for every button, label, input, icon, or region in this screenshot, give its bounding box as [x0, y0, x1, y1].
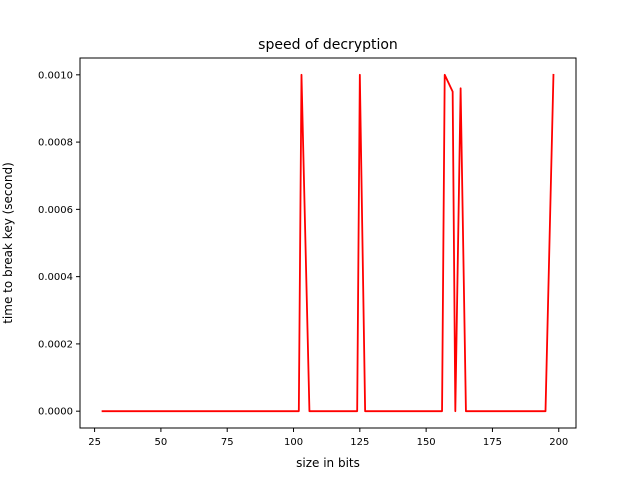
- x-tick-label: 100: [284, 437, 303, 448]
- x-tick-label: 75: [221, 437, 234, 448]
- x-tick-label: 125: [350, 437, 369, 448]
- x-tick-label: 50: [155, 437, 168, 448]
- series-line-0: [101, 73, 555, 413]
- y-tick-label: 0.0000: [38, 407, 73, 418]
- x-tick-label: 200: [549, 437, 568, 448]
- y-tick-label: 0.0006: [38, 205, 73, 216]
- x-axis-label: size in bits: [296, 456, 360, 470]
- y-tick-label: 0.0004: [38, 272, 73, 283]
- x-tick-label: 150: [417, 437, 436, 448]
- y-axis-label: time to break key (second): [1, 162, 15, 324]
- x-axis-ticks: 25 50 75 100 125 150 175 200: [88, 428, 568, 448]
- series-layer: [101, 73, 555, 413]
- plot-area: [80, 58, 576, 428]
- y-axis-ticks: 0.0000 0.0002 0.0004 0.0006 0.0008 0.0010: [38, 70, 80, 418]
- plot-frame: [79, 57, 577, 429]
- chart-title: speed of decryption: [258, 37, 398, 53]
- y-tick-label: 0.0010: [38, 70, 73, 81]
- x-tick-label: 175: [483, 437, 502, 448]
- y-tick-label: 0.0008: [38, 138, 73, 149]
- x-tick-label: 25: [88, 437, 101, 448]
- y-tick-label: 0.0002: [38, 339, 73, 350]
